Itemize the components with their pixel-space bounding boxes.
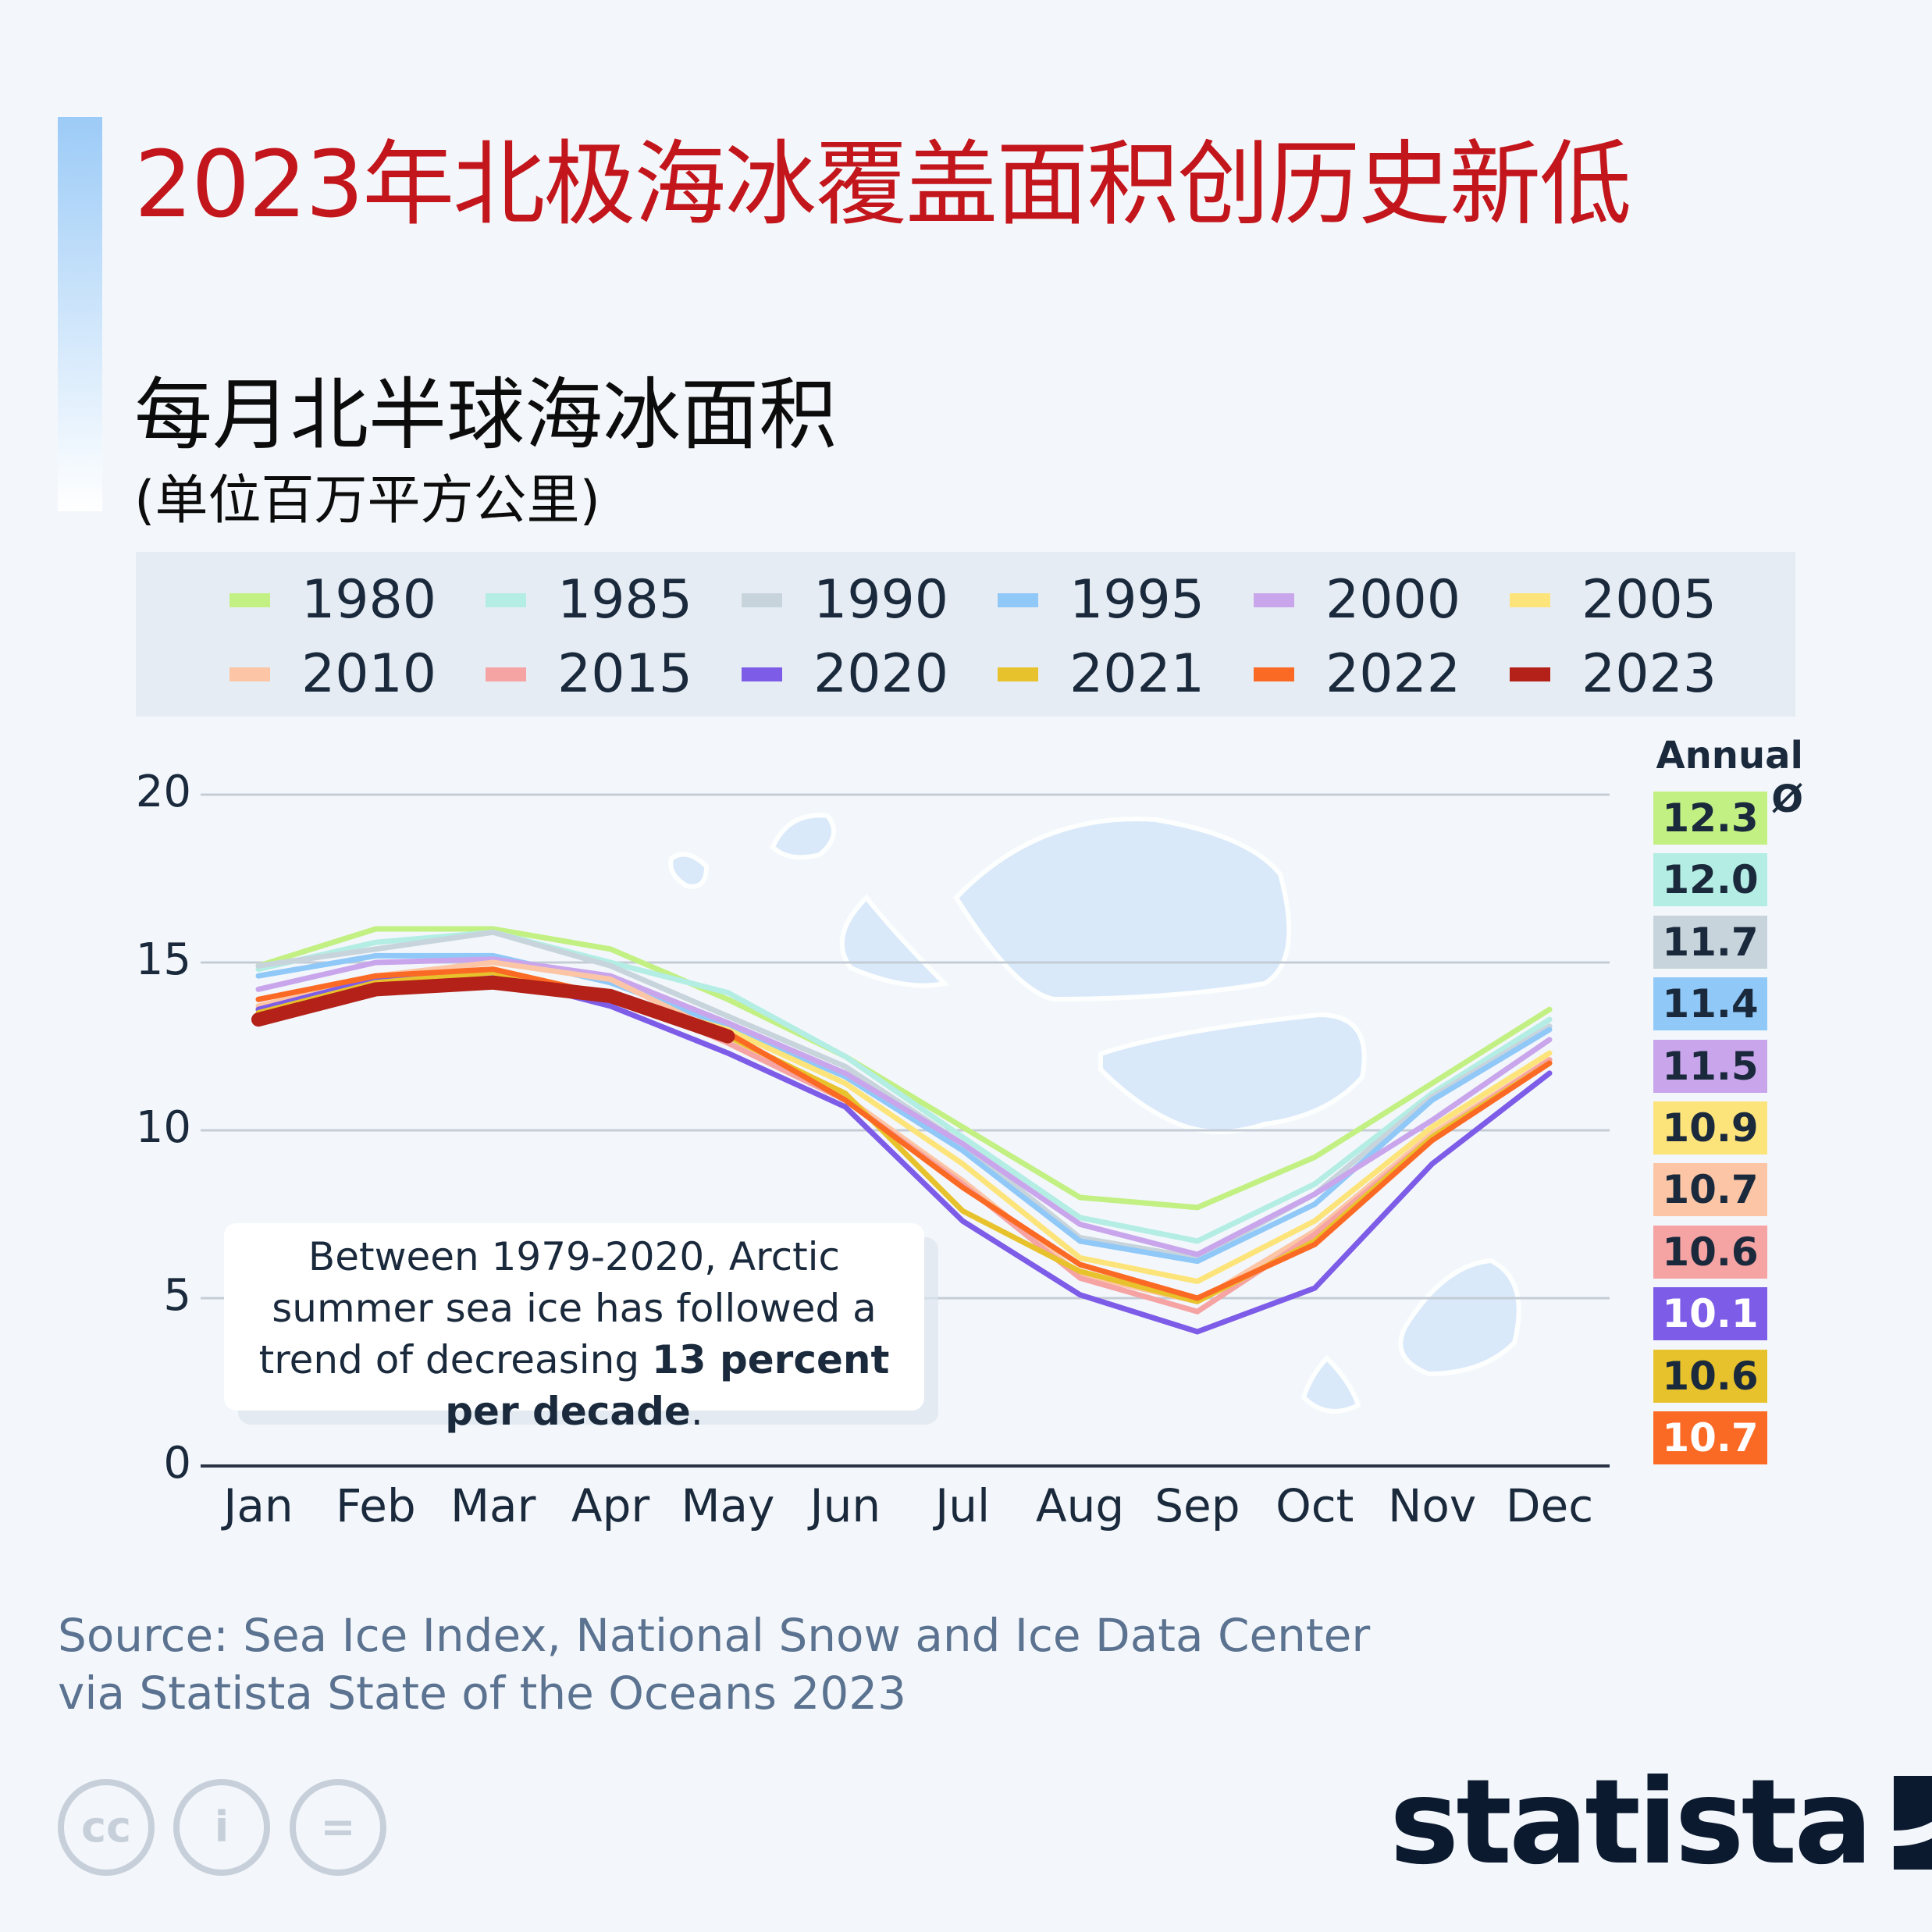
annual-average-1980: 12.3 [1653, 792, 1767, 845]
series-line-2022 [255, 966, 1553, 1301]
legend-label: 1990 [813, 569, 949, 631]
x-tick-label: Feb [336, 1479, 416, 1532]
y-tick-label: 15 [135, 934, 191, 985]
annual-average-2000: 11.5 [1653, 1039, 1767, 1093]
accent-bar [58, 117, 102, 511]
legend-item-1985: 1985 [486, 569, 692, 631]
statista-logo-icon [1893, 1776, 1932, 1870]
ice-floe-shape [839, 894, 950, 988]
x-tick-label: Sep [1155, 1479, 1240, 1532]
annual-average-2021: 10.6 [1653, 1349, 1767, 1403]
legend-label: 2000 [1325, 569, 1461, 631]
series-line-1980 [255, 926, 1553, 1211]
ice-floe-shape [1300, 1354, 1361, 1414]
legend: 1980 1985 1990 1995 2000 2005 2010 2015 2020 2021… [136, 552, 1795, 717]
series-line-1995 [255, 952, 1553, 1265]
annotation-box: Between 1979-2020, Arctic summer sea ice… [224, 1223, 924, 1434]
legend-swatch [486, 592, 526, 607]
legend-swatch [486, 667, 526, 681]
legend-item-1990: 1990 [742, 569, 948, 631]
ice-floe-shape [668, 852, 710, 889]
x-tick-label: Oct [1276, 1479, 1354, 1532]
cc-icon[interactable]: cc [58, 1779, 155, 1876]
legend-label: 2023 [1582, 643, 1717, 705]
legend-label: 2015 [557, 643, 693, 705]
x-tick-label: Mar [450, 1479, 536, 1532]
annual-average-header: Annual Ø [1656, 734, 1803, 821]
logo-wordmark: statista [1389, 1755, 1873, 1891]
ice-floe-shape [770, 813, 836, 860]
annotation-text: Between 1979-2020, Arctic summer sea ice… [258, 1234, 877, 1382]
y-tick-label: 0 [163, 1438, 191, 1489]
x-tick-label: Jul [935, 1479, 991, 1532]
legend-swatch [998, 592, 1038, 607]
no-derivatives-icon[interactable]: = [290, 1779, 386, 1876]
annual-average-2015: 10.6 [1653, 1225, 1767, 1279]
legend-item-2023: 2023 [1510, 643, 1717, 705]
annual-average-2010: 10.7 [1653, 1163, 1767, 1217]
ice-floe-shape [953, 817, 1292, 1002]
x-tick-label: Dec [1505, 1479, 1594, 1532]
y-tick-label: 5 [163, 1270, 191, 1321]
legend-item-2021: 2021 [998, 643, 1204, 705]
legend-swatch [998, 667, 1038, 681]
y-tick-label: 10 [135, 1102, 191, 1153]
legend-swatch [742, 592, 782, 607]
annotation-bold: 13 percent per decade [445, 1337, 890, 1434]
source-line-1: Source: Sea Ice Index, National Snow and… [58, 1609, 1371, 1662]
source-line-2: via Statista State of the Oceans 2023 [58, 1667, 907, 1720]
legend-swatch [742, 667, 782, 681]
series-line-1990 [255, 929, 1553, 1261]
annual-average-2022: 10.7 [1653, 1411, 1767, 1464]
legend-swatch [229, 592, 270, 607]
page-title: 2023年北极海冰覆盖面积创历史新低 [134, 130, 1631, 238]
y-tick-label: 20 [135, 767, 191, 817]
x-tick-label: Nov [1388, 1479, 1477, 1532]
legend-label: 2020 [813, 643, 949, 705]
legend-label: 2005 [1582, 569, 1717, 631]
ice-floe-shape [1098, 1012, 1367, 1134]
legend-swatch [229, 667, 270, 681]
annual-average-2020: 10.1 [1653, 1287, 1767, 1341]
legend-label: 2010 [301, 643, 437, 705]
annual-average-1990: 11.7 [1653, 915, 1767, 969]
series-line-2023 [251, 975, 735, 1044]
source-note: Source: Sea Ice Index, National Snow and… [58, 1606, 1370, 1722]
legend-item-2015: 2015 [486, 643, 692, 705]
annual-average-1995: 11.4 [1653, 977, 1767, 1031]
legend-swatch [1254, 667, 1294, 681]
legend-item-1980: 1980 [229, 569, 436, 631]
legend-item-2020: 2020 [742, 643, 948, 705]
x-tick-label: Apr [571, 1479, 650, 1532]
chart-subtitle: 每月北半球海冰面积 [134, 369, 837, 461]
annual-average-2005: 10.9 [1653, 1101, 1767, 1155]
legend-item-2010: 2010 [229, 643, 436, 705]
legend-item-2000: 2000 [1254, 569, 1461, 631]
x-tick-label: May [681, 1479, 775, 1532]
unit-label: (单位百万平方公里) [134, 470, 601, 532]
legend-item-2022: 2022 [1254, 643, 1461, 705]
x-tick-label: Jan [223, 1479, 294, 1532]
legend-swatch [1510, 592, 1550, 607]
legend-item-1995: 1995 [998, 569, 1204, 631]
ice-floe-decorations [668, 813, 1521, 1414]
legend-swatch [1510, 667, 1550, 681]
statista-logo[interactable]: statista [1389, 1755, 1932, 1891]
legend-label: 1980 [301, 569, 437, 631]
legend-label: 2021 [1069, 643, 1205, 705]
legend-label: 1995 [1069, 569, 1205, 631]
series-line-2000 [255, 956, 1553, 1258]
legend-item-2005: 2005 [1510, 569, 1717, 631]
annotation-end: . [690, 1389, 703, 1434]
ice-floe-shape [1398, 1258, 1521, 1377]
x-tick-label: Jun [809, 1479, 881, 1532]
legend-swatch [1254, 592, 1294, 607]
legend-label: 2022 [1325, 643, 1461, 705]
x-tick-label: Aug [1035, 1479, 1125, 1532]
legend-label: 1985 [557, 569, 693, 631]
attribution-icon[interactable]: i [173, 1779, 270, 1876]
annual-average-1985: 12.0 [1653, 853, 1767, 907]
